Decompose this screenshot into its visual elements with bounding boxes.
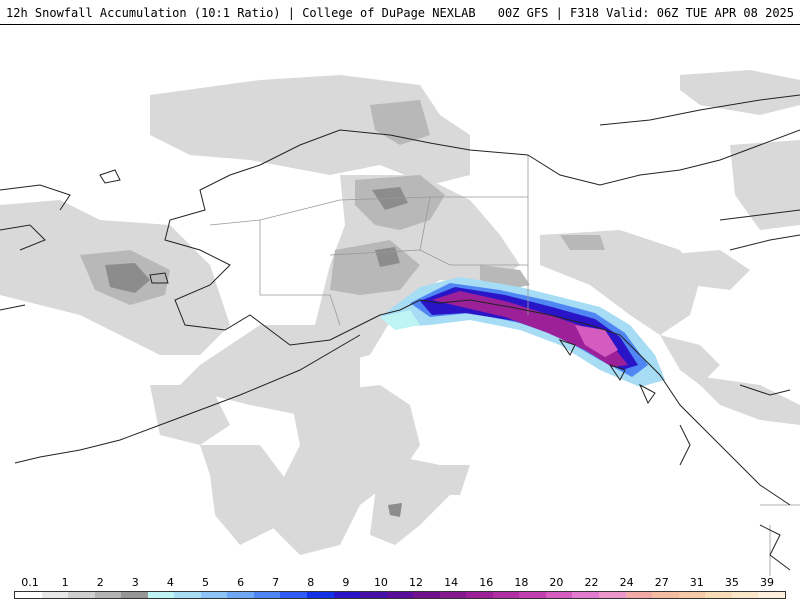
legend-swatch [758, 592, 785, 598]
legend-tick-label: 31 [689, 576, 704, 589]
legend-swatch [280, 592, 308, 598]
legend-tick-label: 12 [409, 576, 424, 589]
boundary-lines [209, 155, 800, 577]
header: 12h Snowfall Accumulation (10:1 Ratio) |… [0, 0, 800, 24]
legend-swatch [678, 592, 706, 598]
legend-tick-label: 20 [549, 576, 564, 589]
legend-swatch [492, 592, 520, 598]
legend-tick-label: 4 [166, 576, 174, 589]
legend-swatch [625, 592, 653, 598]
legend-swatch [307, 592, 334, 598]
legend-swatch [545, 592, 573, 598]
legend-swatch [174, 592, 201, 598]
legend-swatch [360, 592, 387, 598]
legend-swatch [41, 592, 69, 598]
legend-swatch [599, 592, 626, 598]
color-scale-legend: 0.1 1 2 3 4 5 6 7 8 9 10 12 14 16 18 20 22 24 27 31 35 39 [0, 576, 800, 600]
legend-swatch [15, 592, 42, 598]
legend-tick-label: 10 [373, 576, 388, 589]
coastlines [0, 94, 800, 571]
model-run-info: 00Z GFS | F318 Valid: 06Z TUE APR 08 202… [497, 6, 794, 20]
legend-swatch [466, 592, 493, 598]
legend-swatch [572, 592, 600, 598]
legend-tick-label: 1 [61, 576, 69, 589]
heavy-snow-band [380, 277, 665, 387]
legend-swatch [253, 592, 281, 598]
legend-tick-label: 8 [307, 576, 315, 589]
legend-tick-label: 27 [654, 576, 669, 589]
legend-swatch [439, 592, 467, 598]
legend-swatch [68, 592, 95, 598]
map-title: 12h Snowfall Accumulation (10:1 Ratio) |… [6, 6, 476, 20]
legend-tick-label: 6 [237, 576, 245, 589]
light-snow-shading [0, 70, 800, 555]
legend-swatch [227, 592, 254, 598]
legend-swatch [386, 592, 414, 598]
legend-swatch [147, 592, 175, 598]
legend-swatch [652, 592, 679, 598]
legend-tick-label: 35 [724, 576, 739, 589]
legend-swatch [519, 592, 546, 598]
legend-swatch [413, 592, 440, 598]
legend-swatch [731, 592, 759, 598]
legend-tick-label: 22 [584, 576, 599, 589]
snowfall-map [0, 24, 800, 577]
legend-tick-label: 39 [760, 576, 774, 589]
legend-tick-label: 0.1 [21, 576, 39, 589]
legend-tick-label: 9 [342, 576, 350, 589]
islands [99, 169, 656, 405]
legend-swatch [200, 592, 228, 598]
legend-tick-label: 3 [131, 576, 139, 589]
legend-swatch [333, 592, 361, 598]
legend-color-bar [14, 591, 786, 599]
legend-tick-label: 16 [479, 576, 494, 589]
legend-tick-label: 5 [201, 576, 209, 589]
legend-swatch [121, 592, 148, 598]
legend-tick-label: 18 [514, 576, 529, 589]
map-canvas [0, 25, 800, 577]
legend-tick-label: 14 [444, 576, 459, 589]
legend-tick-label: 7 [272, 576, 280, 589]
legend-tick-label: 24 [619, 576, 634, 589]
legend-swatch [94, 592, 122, 598]
legend-tick-label: 2 [96, 576, 104, 589]
legend-swatch [705, 592, 732, 598]
